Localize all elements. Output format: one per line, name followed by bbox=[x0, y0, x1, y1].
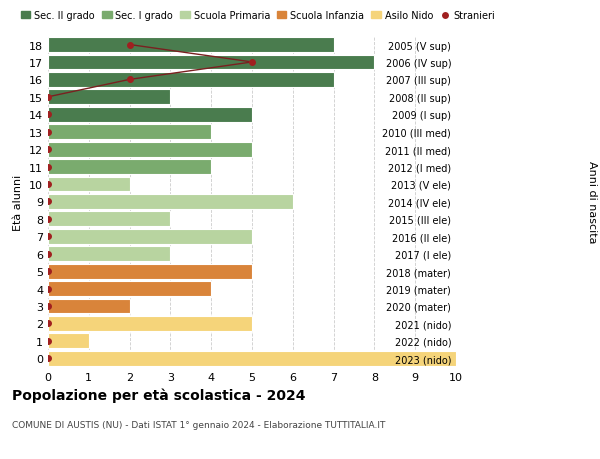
Text: COMUNE DI AUSTIS (NU) - Dati ISTAT 1° gennaio 2024 - Elaborazione TUTTITALIA.IT: COMUNE DI AUSTIS (NU) - Dati ISTAT 1° ge… bbox=[12, 420, 385, 429]
Bar bbox=[48, 334, 89, 348]
Bar bbox=[48, 281, 211, 297]
Bar bbox=[48, 230, 252, 244]
Bar bbox=[48, 107, 252, 123]
Bar bbox=[48, 160, 211, 174]
Bar bbox=[48, 73, 334, 88]
Bar bbox=[48, 56, 374, 70]
Bar bbox=[48, 299, 130, 313]
Bar bbox=[48, 38, 334, 53]
Text: Anni di nascita: Anni di nascita bbox=[587, 161, 597, 243]
Legend: Sec. II grado, Sec. I grado, Scuola Primaria, Scuola Infanzia, Asilo Nido, Stran: Sec. II grado, Sec. I grado, Scuola Prim… bbox=[17, 7, 499, 25]
Bar bbox=[48, 125, 211, 140]
Bar bbox=[48, 316, 252, 331]
Bar bbox=[48, 195, 293, 209]
Bar bbox=[48, 264, 252, 279]
Y-axis label: Età alunni: Età alunni bbox=[13, 174, 23, 230]
Text: Popolazione per età scolastica - 2024: Popolazione per età scolastica - 2024 bbox=[12, 388, 305, 403]
Bar bbox=[48, 177, 130, 192]
Bar bbox=[48, 247, 170, 262]
Bar bbox=[48, 212, 170, 227]
Bar bbox=[48, 90, 170, 105]
Bar bbox=[48, 142, 252, 157]
Bar bbox=[48, 351, 456, 366]
